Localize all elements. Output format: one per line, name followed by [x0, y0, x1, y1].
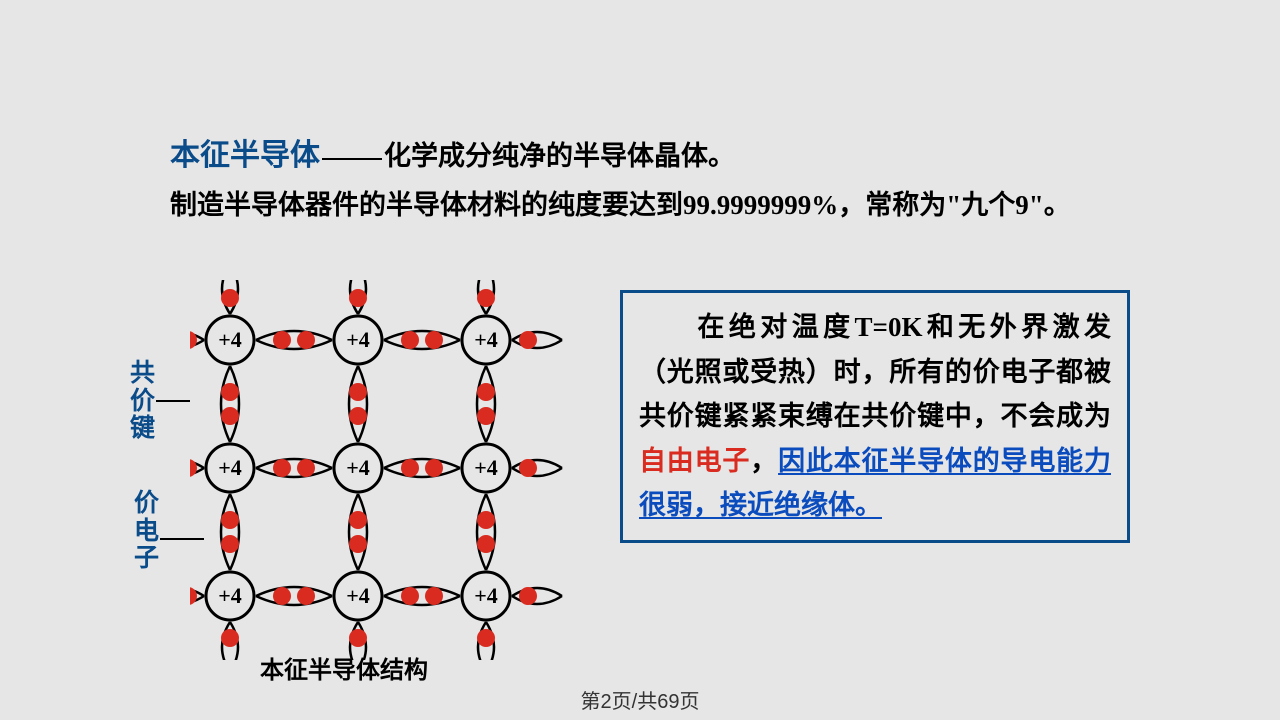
svg-text:+4: +4 — [218, 455, 242, 480]
title-main: 本征半导体 — [170, 139, 320, 172]
svg-text:+4: +4 — [474, 455, 498, 480]
title-line: 本征半导体 化学成分纯净的半导体晶体。 — [170, 135, 1130, 177]
title-rest: 化学成分纯净的半导体晶体。 — [384, 141, 735, 171]
info-red: 自由电子 — [639, 446, 750, 476]
bond-label: 共 价 键 — [130, 360, 156, 443]
dash-icon — [322, 158, 382, 160]
diagram-caption: 本征半导体结构 — [260, 650, 428, 685]
svg-text:+4: +4 — [218, 583, 242, 608]
info-mid: ， — [750, 446, 778, 476]
lattice-svg: +4 +4 +4 +4 +4 +4 +4 +4 +4 — [190, 280, 590, 660]
info-box: 在绝对温度T=0K和无外界激发（光照或受热）时，所有的价电子都被共价键紧紧束缚在… — [620, 290, 1130, 543]
info-text: 在绝对温度T=0K和无外界激发（光照或受热）时，所有的价电子都被共价键紧紧束缚在… — [639, 305, 1111, 528]
svg-text:+4: +4 — [346, 583, 370, 608]
svg-text:+4: +4 — [474, 327, 498, 352]
page-indicator: 第2页/共69页 — [581, 685, 700, 714]
bond-pointer-line — [156, 400, 190, 402]
intro-paragraph: 制造半导体器件的半导体材料的纯度要达到99.9999999%，常称为"九个9"。 — [170, 185, 1130, 226]
info-prefix: 在绝对温度T=0K和无外界激发（光照或受热）时，所有的价电子都被共价键紧紧束缚在… — [639, 312, 1111, 431]
svg-text:+4: +4 — [346, 455, 370, 480]
svg-text:+4: +4 — [346, 327, 370, 352]
electron-label: 价 电 子 — [134, 490, 160, 573]
lattice-diagram: 共 价 键 价 电 子 +4+4+4+4+4+4+4+4+4 本征半导体结构 — [130, 280, 590, 680]
svg-text:+4: +4 — [218, 327, 242, 352]
svg-text:+4: +4 — [474, 583, 498, 608]
